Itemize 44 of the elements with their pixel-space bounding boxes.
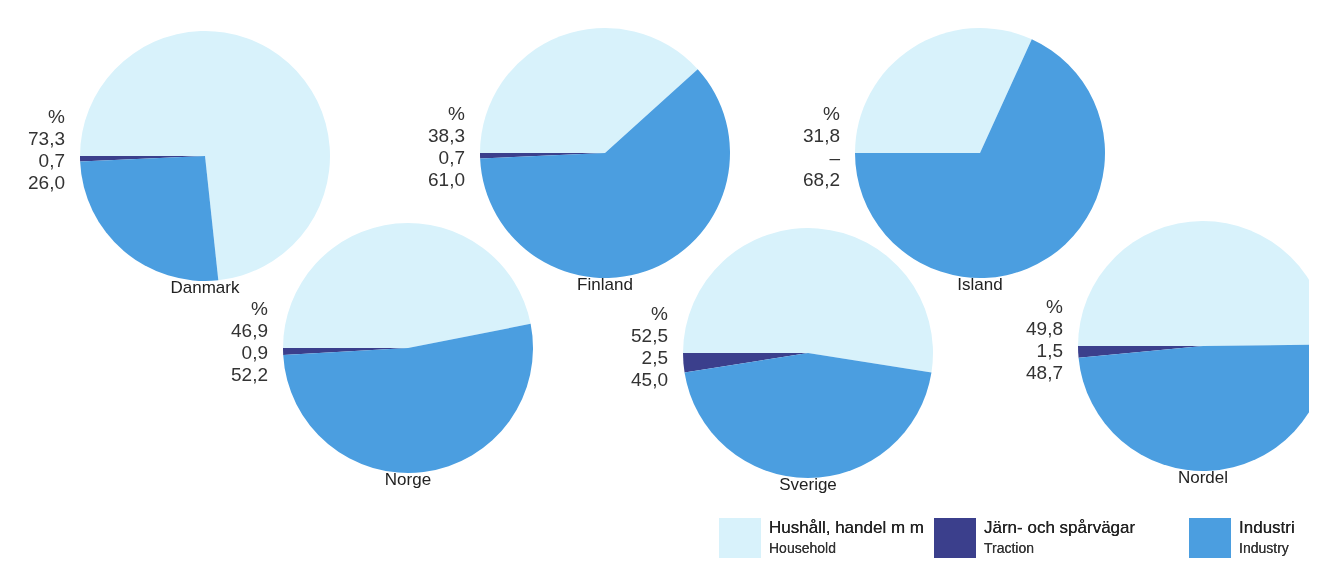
text: Norge [383, 470, 433, 490]
data-label: 0,7 [37, 150, 65, 172]
text: Nordel [1176, 468, 1230, 488]
pie-slice [855, 39, 1105, 278]
pie-slice [683, 353, 808, 373]
pie-slice [684, 353, 932, 478]
data-label: 2,5 [640, 347, 668, 369]
legend-label: Hushåll, handel m m Household [769, 518, 924, 556]
text: % [822, 103, 840, 125]
data-label: 45,0 [630, 369, 668, 391]
data-label: 68,2 [802, 169, 840, 191]
data-label: 0,9 [240, 342, 268, 364]
text: % [47, 106, 65, 128]
pie-slice [480, 69, 730, 278]
pie-slice [855, 28, 1032, 153]
text: % [447, 103, 465, 125]
data-label: 31,8 [802, 125, 840, 147]
text: – [829, 147, 840, 168]
pie-slice [283, 223, 531, 348]
data-label: 1,5 [1035, 340, 1063, 362]
data-label: 52,2 [230, 364, 268, 386]
text: Island [956, 275, 1004, 295]
text: Sverige [778, 475, 838, 495]
text: Danmark [169, 278, 241, 298]
data-label: 38,3 [427, 125, 465, 147]
data-label: 52,5 [630, 325, 668, 347]
pie-slice [80, 31, 330, 281]
pie-slice [283, 323, 533, 473]
data-label: 46,9 [230, 320, 268, 342]
data-label: 49,8 [1025, 318, 1063, 340]
text: % [250, 298, 268, 320]
text: % [650, 303, 668, 325]
text: % [1045, 296, 1063, 318]
pie-slice [480, 28, 698, 153]
data-label: 73,3 [27, 128, 65, 150]
pie-slice [683, 228, 933, 373]
text: Finland [576, 275, 634, 295]
data-label: 48,7 [1025, 362, 1063, 384]
data-label: 0,7 [437, 147, 465, 169]
legend-label: Järn- och spårvägar Traction [984, 518, 1136, 556]
data-label: 26,0 [27, 172, 65, 194]
legend-label: Industri Industry [1239, 518, 1295, 556]
pie-slice [80, 156, 219, 281]
data-label: 61,0 [427, 169, 465, 191]
